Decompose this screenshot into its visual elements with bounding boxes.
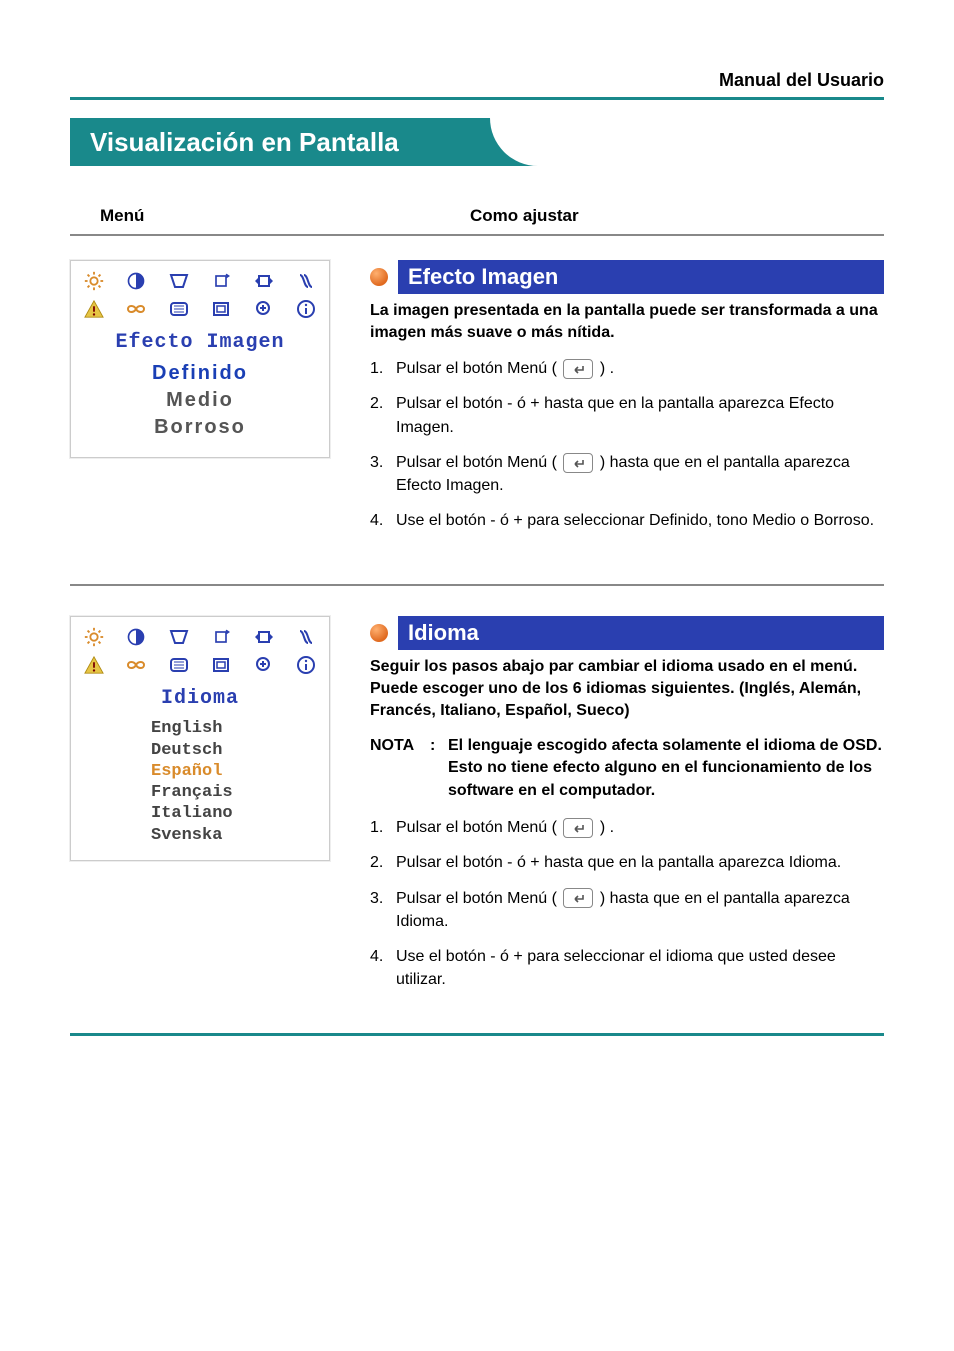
moire-icon <box>289 625 323 649</box>
steps-efecto: 1.Pulsar el botón Menú ( ) . 2.Pulsar el… <box>370 357 884 532</box>
degauss-icon <box>162 653 196 677</box>
osd-title-efecto: Efecto Imagen <box>71 331 329 354</box>
osd-option: Français <box>151 782 329 803</box>
warning-icon <box>77 653 111 677</box>
osd-icon-grid <box>71 617 329 685</box>
header-rule <box>70 97 884 100</box>
note-label: NOTA <box>370 735 430 802</box>
step: 4.Use el botón - ó + para seleccionar De… <box>370 509 884 532</box>
section-divider <box>70 584 884 586</box>
note-text: El lenguaje escogido afecta solamente el… <box>448 735 884 802</box>
osd-option: Deutsch <box>151 740 329 761</box>
brightness-icon <box>77 269 111 293</box>
manual-label: Manual del Usuario <box>70 70 884 91</box>
osd-options-efecto: Definido Medio Borroso <box>71 362 329 439</box>
osd-option: Medio <box>71 389 329 412</box>
hpos-icon <box>247 625 281 649</box>
size-icon <box>204 653 238 677</box>
trapezoid-icon <box>162 269 196 293</box>
infinity-icon <box>119 297 153 321</box>
step: 3.Pulsar el botón Menú ( ) hasta que en … <box>370 451 884 497</box>
osd-options-idioma: English Deutsch Español Français Italian… <box>71 718 329 846</box>
feature-title-idioma: Idioma <box>398 616 884 650</box>
osd-option: Borroso <box>71 416 329 439</box>
bullet-icon <box>370 268 388 286</box>
step: 4.Use el botón - ó + para seleccionar el… <box>370 945 884 991</box>
osd-title-idioma: Idioma <box>71 687 329 710</box>
feature-desc-efecto: La imagen presentada en la pantalla pued… <box>370 300 884 343</box>
section-divider <box>70 234 884 236</box>
bullet-icon <box>370 624 388 642</box>
steps-idioma: 1.Pulsar el botón Menú ( ) . 2.Pulsar el… <box>370 816 884 991</box>
rotate-icon <box>204 269 238 293</box>
osd-option: Definido <box>71 362 329 385</box>
step: 3.Pulsar el botón Menú ( ) hasta que en … <box>370 887 884 933</box>
step: 1.Pulsar el botón Menú ( ) . <box>370 357 884 380</box>
osd-option: Svenska <box>151 825 329 846</box>
footer-rule <box>70 1033 884 1036</box>
info-icon <box>289 653 323 677</box>
step: 2.Pulsar el botón - ó + hasta que en la … <box>370 392 884 438</box>
osd-option: Español <box>151 761 329 782</box>
contrast-icon <box>119 269 153 293</box>
step: 1.Pulsar el botón Menú ( ) . <box>370 816 884 839</box>
osd-panel-idioma: Idioma English Deutsch Español Français … <box>70 616 330 861</box>
feature-title-efecto: Efecto Imagen <box>398 260 884 294</box>
page-title-row: Visualización en Pantalla <box>70 118 884 166</box>
feature-desc-idioma: Seguir los pasos abajo par cambiar el id… <box>370 656 884 721</box>
moire-icon <box>289 269 323 293</box>
rotate-icon <box>204 625 238 649</box>
menu-button-icon <box>563 888 593 908</box>
columns-header: Menú Como ajustar <box>70 206 884 226</box>
osd-option: English <box>151 718 329 739</box>
warning-icon <box>77 297 111 321</box>
col-menu: Menú <box>100 206 470 226</box>
brightness-icon <box>77 625 111 649</box>
zoom-icon <box>247 297 281 321</box>
info-icon <box>289 297 323 321</box>
menu-button-icon <box>563 453 593 473</box>
trapezoid-icon <box>162 625 196 649</box>
osd-option: Italiano <box>151 803 329 824</box>
menu-button-icon <box>563 818 593 838</box>
size-icon <box>204 297 238 321</box>
degauss-icon <box>162 297 196 321</box>
col-how: Como ajustar <box>470 206 874 226</box>
osd-icon-grid <box>71 261 329 329</box>
hpos-icon <box>247 269 281 293</box>
zoom-icon <box>247 653 281 677</box>
note: NOTA : El lenguaje escogido afecta solam… <box>370 735 884 802</box>
osd-panel-efecto: Efecto Imagen Definido Medio Borroso <box>70 260 330 458</box>
contrast-icon <box>119 625 153 649</box>
step: 2.Pulsar el botón - ó + hasta que en la … <box>370 851 884 874</box>
infinity-icon <box>119 653 153 677</box>
menu-button-icon <box>563 359 593 379</box>
